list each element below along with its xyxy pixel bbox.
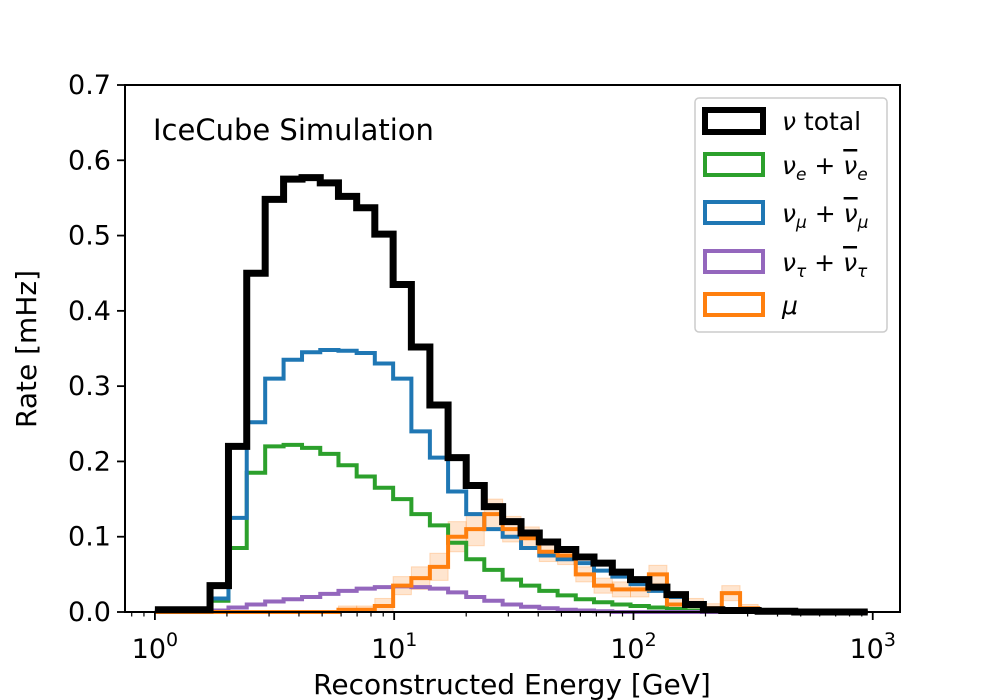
series-total [154,174,868,616]
series-muon [154,512,868,614]
legend-swatch-nutau [703,249,765,274]
legend-swatch-muon [703,292,765,317]
x-axis-ticks: 100 101 102 103 [131,612,896,665]
y-tick-label: 0.1 [68,522,111,553]
y-tick-label: 0.7 [68,70,111,101]
legend-label-total: ν total [782,107,861,136]
legend-label-nutau: ντ + ντ [782,248,868,282]
y-tick-label: 0.0 [68,597,111,628]
x-tick-label: 103 [850,629,896,665]
legend-label-numu: νμ + νμ [782,199,869,233]
x-tick-label: 101 [371,629,417,665]
y-tick-label: 0.3 [68,371,111,402]
x-tick-label: 102 [610,629,656,665]
x-tick-label: 100 [132,629,178,665]
legend-label-nue: νe + νe [782,151,868,185]
legend-swatch-numu [703,200,765,225]
x-axis-label: Reconstructed Energy [GeV] [313,668,711,700]
y-axis-ticks: 0.0 0.1 0.2 0.3 0.4 0.5 0.6 0.7 [68,70,125,628]
y-tick-label: 0.2 [68,446,111,477]
y-tick-label: 0.6 [68,145,111,176]
series-numu [154,348,868,614]
annotation-text: IceCube Simulation [153,113,434,147]
legend-swatch-nue [703,152,765,177]
y-tick-label: 0.4 [68,296,111,327]
y-axis-label: Rate [mHz] [10,270,43,428]
legend-label-muon: μ [781,291,798,320]
y-tick-label: 0.5 [68,221,111,252]
legend-swatch-total [702,107,766,135]
legend: ν total νe + νe νμ + νμ ντ + ντ μ [694,97,888,333]
plot-frame [124,84,901,613]
